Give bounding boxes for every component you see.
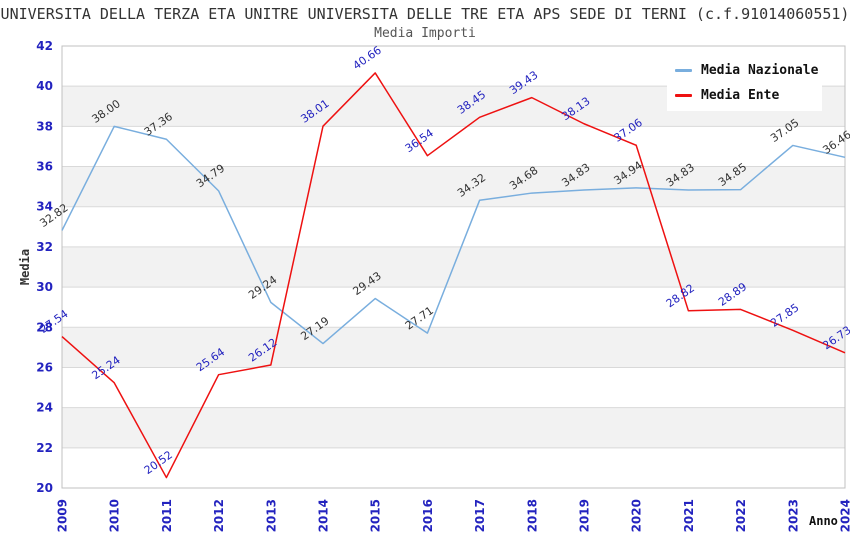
y-axis-title: Media xyxy=(18,249,32,285)
x-tick-label: 2009 xyxy=(56,499,70,532)
plot-band xyxy=(62,206,845,247)
x-tick-label: 2014 xyxy=(317,499,331,532)
x-tick-label: 2010 xyxy=(108,499,122,532)
x-tick-label: 2012 xyxy=(212,499,226,532)
plot-band xyxy=(62,126,845,167)
y-tick-label: 36 xyxy=(36,160,53,174)
plot-band xyxy=(62,166,845,207)
plot-band xyxy=(62,447,845,488)
y-tick-label: 26 xyxy=(36,360,53,374)
chart-subtitle: Media Importi xyxy=(374,26,476,41)
x-axis-title: Anno xyxy=(809,514,838,528)
y-tick-label: 22 xyxy=(36,441,53,455)
legend-item-media-nazionale: Media Nazionale xyxy=(675,58,822,83)
plot-band xyxy=(62,367,845,408)
plot-band xyxy=(62,407,845,448)
x-tick-label: 2021 xyxy=(682,499,696,532)
y-tick-label: 20 xyxy=(36,481,53,495)
y-tick-label: 40 xyxy=(36,79,53,93)
legend-swatch-ente-icon xyxy=(675,94,692,97)
x-tick-label: 2023 xyxy=(786,499,800,532)
plot-band xyxy=(62,327,845,368)
x-tick-label: 2018 xyxy=(525,499,539,532)
plot-band xyxy=(62,287,845,328)
y-tick-label: 30 xyxy=(36,280,53,294)
y-tick-label: 42 xyxy=(36,39,53,53)
x-tick-label: 2016 xyxy=(421,499,435,532)
y-tick-label: 34 xyxy=(36,200,53,214)
legend-swatch-nazionale-icon xyxy=(675,69,692,72)
series-line-media-nazionale xyxy=(61,125,846,345)
page-title: UNIVERSITA DELLA TERZA ETA UNITRE UNIVER… xyxy=(0,5,850,23)
plot-border xyxy=(61,45,846,489)
series-line-media-ente xyxy=(61,72,846,479)
y-tick-label: 24 xyxy=(36,401,53,415)
legend-item-media-ente: Media Ente xyxy=(675,83,822,108)
y-tick-label: 38 xyxy=(36,119,53,133)
legend-label-ente: Media Ente xyxy=(701,88,780,103)
x-tick-label: 2022 xyxy=(734,499,748,532)
x-tick-label: 2019 xyxy=(578,499,592,532)
x-tick-label: 2013 xyxy=(264,499,278,532)
x-tick-label: 2020 xyxy=(630,499,644,532)
x-tick-label: 2017 xyxy=(473,499,487,532)
y-tick-label: 28 xyxy=(36,320,53,334)
chart-legend: Media Nazionale Media Ente xyxy=(667,55,822,111)
legend-label-nazionale: Media Nazionale xyxy=(701,63,819,78)
x-tick-label: 2024 xyxy=(839,499,850,532)
x-tick-label: 2015 xyxy=(369,499,383,532)
y-tick-label: 32 xyxy=(36,240,53,254)
x-tick-label: 2011 xyxy=(160,499,174,532)
